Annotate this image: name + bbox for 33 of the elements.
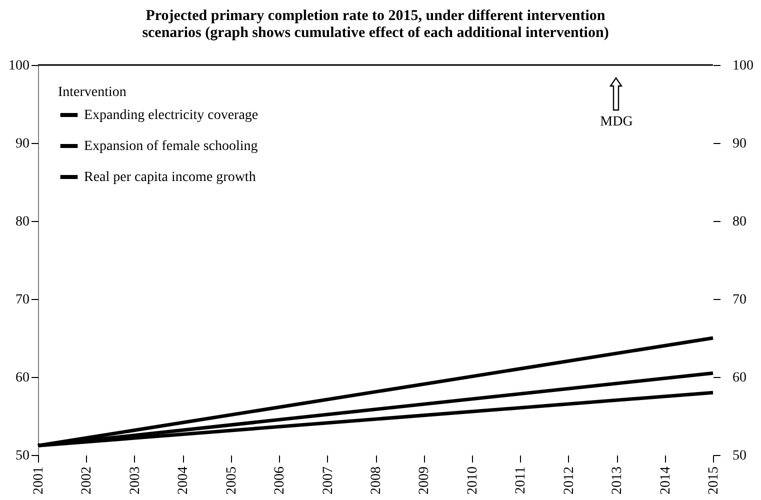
y-tick-label: 100 [8, 58, 30, 74]
chart-title: Projected primary completion rate to 2015, under different intervention scenarios (graph shows cumulative effect of each additional intervention) [142, 8, 609, 41]
y2-tick-label: 70 [732, 292, 746, 308]
x-tick-label: 2006 [272, 466, 288, 494]
legend-label: Expanding electricity coverage [84, 108, 258, 123]
y-tick-label: 80 [16, 214, 30, 230]
x-tick-label: 2011 [514, 466, 529, 494]
y-tick-label: 50 [16, 448, 30, 464]
x-tick-label: 2015 [706, 466, 722, 494]
x-tick-label: 2009 [417, 466, 432, 494]
x-tick-label: 2010 [465, 466, 480, 494]
y2-tick-label: 50 [732, 448, 746, 464]
x-tick-label: 2003 [128, 466, 143, 494]
legend-label: Real per capita income growth [84, 170, 256, 185]
y-tick-label: 60 [16, 370, 30, 386]
legend-title: Intervention [58, 85, 126, 100]
x-tick-label: 2004 [176, 466, 192, 494]
y-tick-label: 70 [16, 292, 30, 308]
x-tick-label: 2013 [610, 466, 626, 494]
x-tick-label: 2002 [80, 466, 95, 494]
y-tick-label: 90 [16, 136, 30, 152]
y2-tick-label: 100 [732, 58, 754, 74]
x-tick-label: 2005 [224, 466, 240, 494]
x-tick-label: 2014 [658, 466, 674, 494]
annotation: MDG [600, 114, 633, 130]
y2-tick-label: 90 [732, 136, 746, 152]
x-tick-label: 2001 [32, 466, 46, 494]
x-tick-label: 2008 [369, 466, 384, 494]
x-tick-label: 2007 [320, 466, 336, 494]
legend-label: Expansion of female schooling [84, 139, 258, 154]
x-tick-label: 2012 [562, 466, 577, 494]
y2-tick-label: 80 [732, 214, 746, 230]
y2-tick-label: 60 [732, 370, 746, 386]
